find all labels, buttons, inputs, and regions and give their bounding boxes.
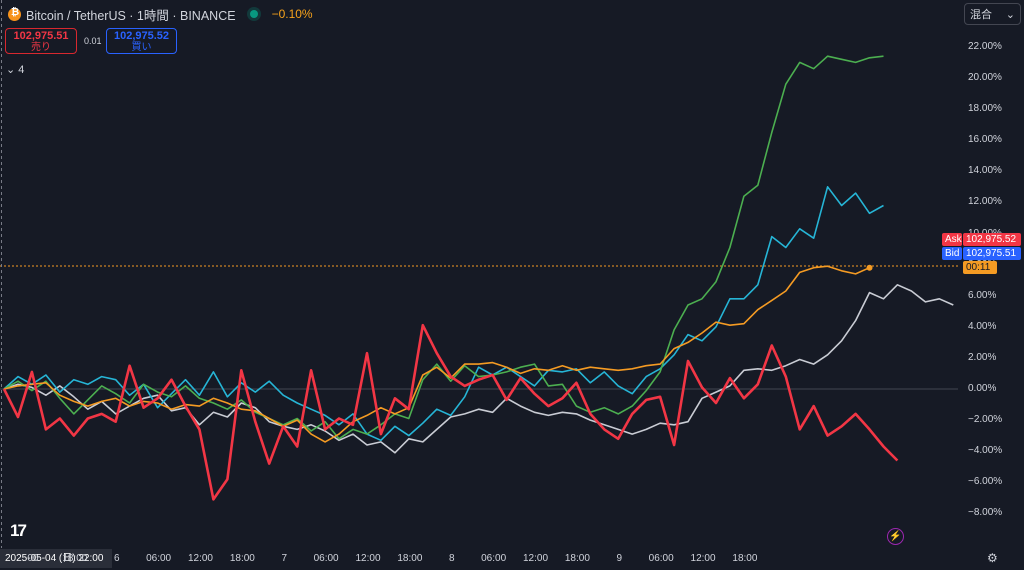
- y-tick-label: 22.00%: [968, 40, 1002, 52]
- y-tick-label: −2.00%: [968, 414, 1003, 426]
- bid-price-tag: 102,975.51: [963, 247, 1021, 260]
- x-tick-label: 18:00: [564, 553, 590, 564]
- x-tick-label: 18:00: [397, 553, 423, 564]
- y-tick-label: 14.00%: [968, 165, 1002, 177]
- x-tick-label: 9: [616, 553, 623, 564]
- series-line-1: [3, 283, 954, 454]
- sell-button[interactable]: 102,975.51 売り: [5, 28, 77, 54]
- indicators-toggle[interactable]: ⌄ 4: [6, 63, 25, 77]
- y-tick-label: −4.00%: [968, 445, 1003, 457]
- series-line-2: [3, 186, 884, 442]
- x-tick-label: 06:00: [648, 553, 674, 564]
- crosshair-time-label: 2025-05-04 (日) 22:00: [0, 549, 112, 568]
- ask-label-tag: Ask: [942, 233, 962, 246]
- chevron-down-icon: ⌄: [6, 64, 16, 76]
- x-tick-label: 6: [113, 553, 120, 564]
- y-tick-label: 0.00%: [968, 383, 997, 394]
- series-line-5: [2, 323, 899, 501]
- sell-label: 売り: [31, 42, 51, 53]
- symbol-title[interactable]: Bitcoin / TetherUS · 1時間 · BINANCE: [26, 8, 236, 23]
- y-tick-label: 20.00%: [968, 72, 1002, 83]
- x-tick-label: 18:00: [62, 553, 88, 564]
- x-tick-label: 8: [448, 553, 455, 564]
- y-tick-label: −8.00%: [968, 507, 1003, 519]
- y-tick-label: 2.00%: [968, 351, 997, 363]
- ask-price-tag: 102,975.52: [963, 233, 1021, 246]
- x-tick-label: 06:00: [146, 553, 172, 564]
- x-tick-label: 06:00: [313, 553, 339, 564]
- y-tick-label: 6.00%: [968, 289, 997, 301]
- chevron-down-icon: ⌄: [1005, 8, 1015, 21]
- market-open-indicator: [249, 10, 258, 18]
- buy-price: 102,975.52: [113, 30, 170, 42]
- x-tick-label: 7: [281, 553, 288, 564]
- series-layer: [2, 55, 954, 501]
- y-tick-label: 18.00%: [968, 103, 1002, 115]
- y-tick-label: 12.00%: [968, 196, 1002, 208]
- y-tick-label: 4.00%: [968, 320, 997, 332]
- series-line-4: [3, 265, 870, 443]
- bid-label-tag: Bid: [942, 247, 962, 260]
- x-tick-label: 12:00: [523, 553, 549, 564]
- x-tick-label: 06:00: [481, 553, 507, 564]
- last-price-marker: [866, 264, 873, 271]
- tradingview-logo[interactable]: 17: [10, 521, 27, 540]
- x-tick-label: 00: [27, 553, 39, 564]
- indicator-count: 4: [18, 63, 25, 76]
- y-tick-label: 16.00%: [968, 134, 1002, 146]
- lightning-icon[interactable]: ⚡: [887, 528, 904, 545]
- buy-button[interactable]: 102,975.52 買い: [106, 28, 177, 54]
- bar-countdown-tag: 00:11: [963, 261, 997, 274]
- sell-price: 102,975.51: [13, 30, 69, 42]
- scale-mode-select[interactable]: 混合 ⌄: [964, 3, 1021, 25]
- x-tick-label: 12:00: [690, 553, 716, 564]
- gear-icon[interactable]: ⚙: [987, 551, 998, 565]
- y-tick-label: −6.00%: [968, 476, 1003, 488]
- chart-header: Bitcoin / TetherUS · 1時間 · BINANCE −0.10…: [0, 0, 950, 28]
- change-percent: −0.10%: [271, 7, 313, 21]
- x-tick-label: 18:00: [732, 553, 758, 564]
- scale-mode-label: 混合: [970, 9, 992, 21]
- x-tick-label: 18:00: [229, 553, 255, 564]
- x-tick-label: 12:00: [187, 553, 213, 564]
- spread-value: 0.01: [84, 36, 102, 46]
- bitcoin-icon: [8, 7, 21, 21]
- x-tick-label: 12:00: [355, 553, 381, 564]
- buy-label: 買い: [131, 42, 152, 53]
